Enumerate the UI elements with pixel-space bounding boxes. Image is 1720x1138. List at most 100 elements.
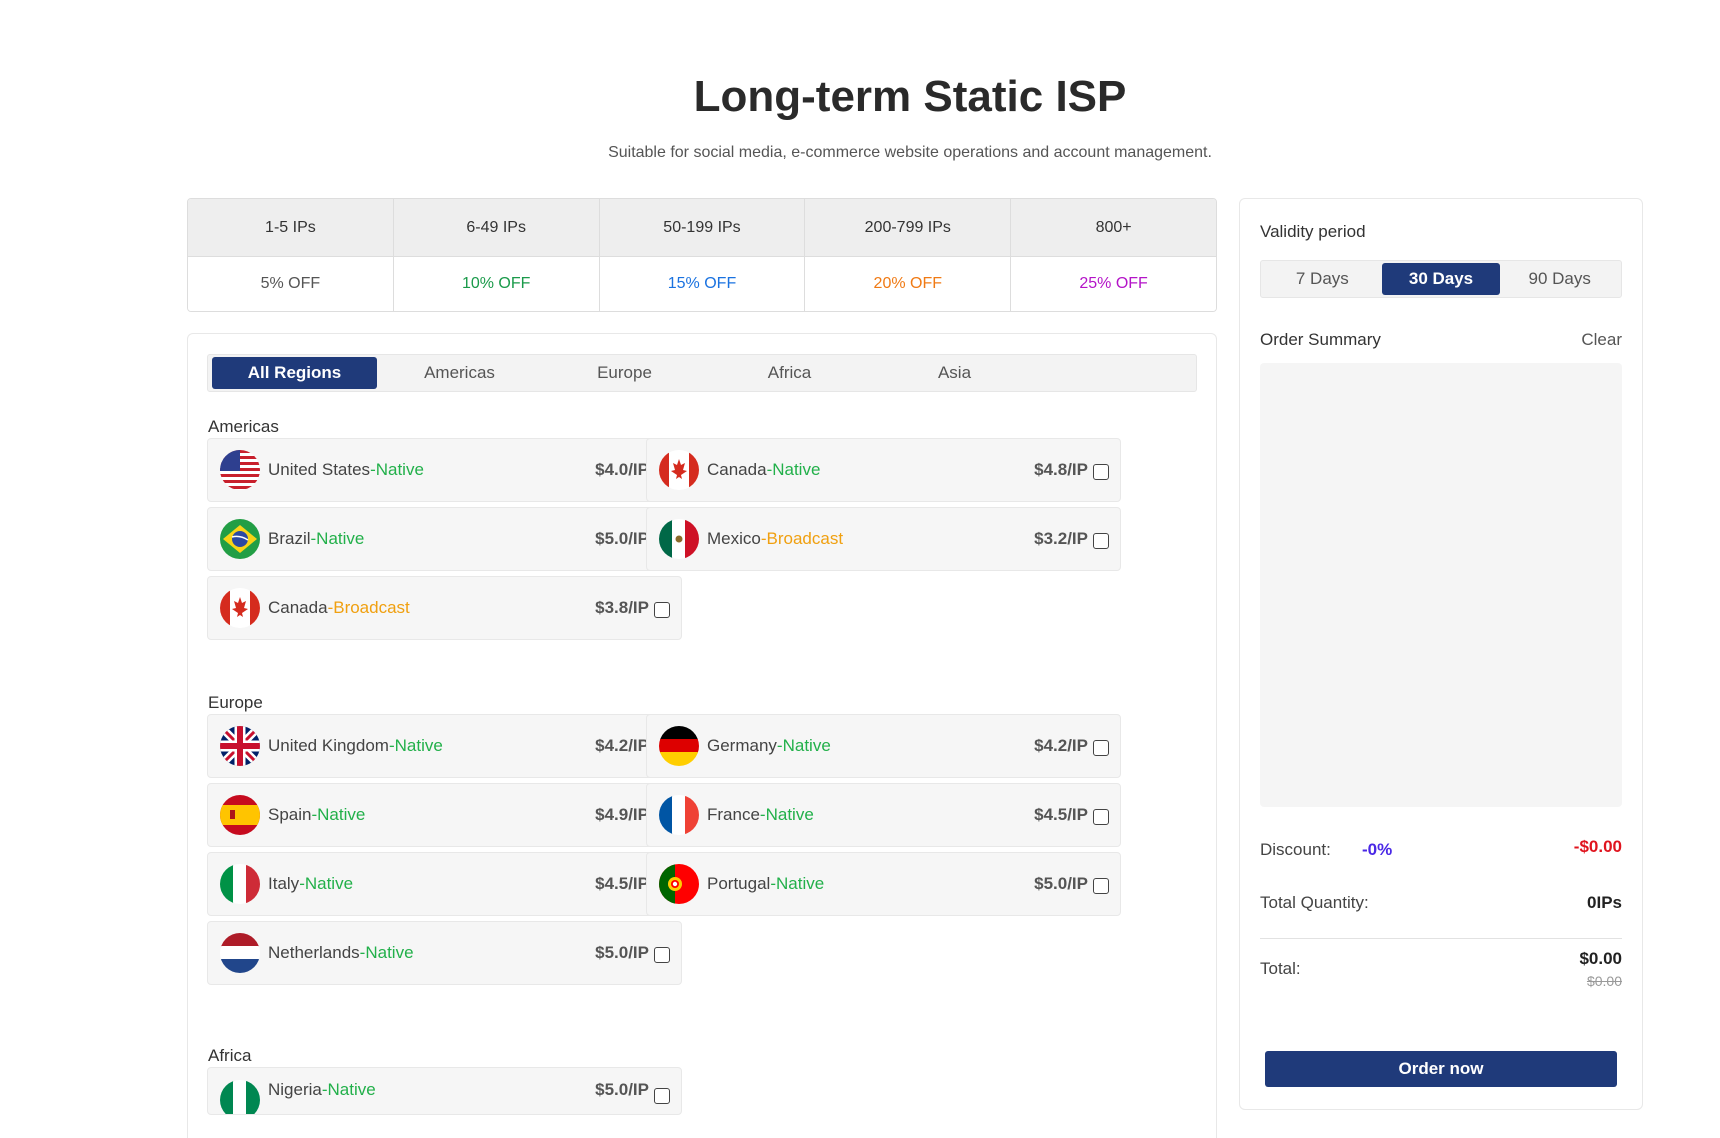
nigeria-flag-icon bbox=[220, 1080, 260, 1114]
order-summary-box bbox=[1260, 363, 1622, 807]
price-per-ip: $3.8/IP bbox=[595, 598, 649, 617]
proxy-type: -Native bbox=[310, 529, 365, 548]
tier-range: 200-799 IPs bbox=[805, 199, 1011, 257]
price-per-ip: $5.0/IP bbox=[595, 1080, 649, 1099]
spain-flag-icon bbox=[220, 795, 260, 835]
price-per-ip: $4.8/IP bbox=[1034, 460, 1088, 479]
proxy-type: -Native bbox=[770, 874, 825, 893]
region-card[interactable]: Brazil -Native $5.0/IP bbox=[207, 507, 682, 571]
section-label-africa: Africa bbox=[208, 1046, 252, 1065]
region-card[interactable]: Italy -Native $4.5/IP bbox=[207, 852, 682, 916]
validity-90-days[interactable]: 90 Days bbox=[1528, 269, 1591, 288]
page-title: Long-term Static ISP bbox=[693, 72, 1127, 121]
proxy-type: -Native bbox=[299, 874, 354, 893]
quantity-label: Total Quantity: bbox=[1260, 893, 1369, 912]
price-per-ip: $4.5/IP bbox=[1034, 805, 1088, 824]
clear-button[interactable]: Clear bbox=[1581, 330, 1622, 349]
tab-all-regions[interactable]: All Regions bbox=[212, 357, 377, 389]
section-label-americas: Americas bbox=[208, 417, 279, 436]
country-name: Mexico bbox=[707, 529, 761, 548]
quantity-value: 0IPs bbox=[1587, 893, 1622, 912]
canada-flag-icon bbox=[220, 588, 260, 628]
tier-range: 800+ bbox=[1011, 199, 1216, 257]
proxy-type: -Native bbox=[359, 943, 414, 962]
price-per-ip: $4.5/IP bbox=[595, 874, 649, 893]
uk-flag-icon bbox=[220, 726, 260, 766]
country-name: Canada bbox=[707, 460, 767, 479]
validity-period-label: Validity period bbox=[1260, 222, 1366, 241]
region-card[interactable]: Canada -Native $4.8/IP bbox=[646, 438, 1121, 502]
select-checkbox[interactable] bbox=[654, 1088, 670, 1104]
country-name: United States bbox=[268, 460, 371, 479]
country-name: Portugal bbox=[707, 874, 771, 893]
region-card[interactable]: France -Native $4.5/IP bbox=[646, 783, 1121, 847]
validity-tabs: 7 Days 30 Days 90 Days bbox=[1260, 260, 1622, 298]
mexico-flag-icon bbox=[659, 519, 699, 559]
tab-asia[interactable]: Asia bbox=[937, 363, 972, 382]
price-per-ip: $4.9/IP bbox=[595, 805, 649, 824]
tier-6-49: 6-49 IPs 10% OFF bbox=[393, 199, 600, 311]
select-checkbox[interactable] bbox=[1093, 533, 1109, 549]
select-checkbox[interactable] bbox=[1093, 878, 1109, 894]
proxy-type: -Native bbox=[311, 805, 366, 824]
brazil-flag-icon bbox=[220, 519, 260, 559]
proxy-type: -Native bbox=[776, 736, 831, 755]
region-card[interactable]: Germany -Native $4.2/IP bbox=[646, 714, 1121, 778]
region-card[interactable]: Netherlands -Native $5.0/IP bbox=[207, 921, 682, 985]
discount-percent: -0% bbox=[1362, 840, 1393, 859]
region-list-panel: All Regions Americas Europe Africa Asia … bbox=[187, 333, 1217, 1138]
divider bbox=[1260, 938, 1622, 939]
tier-1-5: 1-5 IPs 5% OFF bbox=[188, 199, 394, 311]
tab-europe[interactable]: Europe bbox=[597, 363, 652, 382]
region-card[interactable]: United Kingdom -Native $4.2/IP bbox=[207, 714, 682, 778]
proxy-type: -Broadcast bbox=[327, 598, 410, 617]
order-panel: Validity period 7 Days 30 Days 90 Days O… bbox=[1239, 198, 1643, 1110]
tab-africa[interactable]: Africa bbox=[767, 363, 812, 382]
price-per-ip: $3.2/IP bbox=[1034, 529, 1088, 548]
price-per-ip: $5.0/IP bbox=[1034, 874, 1088, 893]
validity-30-days[interactable]: 30 Days bbox=[1381, 263, 1501, 295]
country-name: Nigeria bbox=[268, 1080, 322, 1099]
proxy-type: -Native bbox=[388, 736, 443, 755]
netherlands-flag-icon bbox=[220, 933, 260, 973]
region-card[interactable]: Canada -Broadcast $3.8/IP bbox=[207, 576, 682, 640]
country-name: Germany bbox=[707, 736, 777, 755]
page-subtitle: Suitable for social media, e-commerce we… bbox=[608, 144, 1212, 161]
total-label: Total: bbox=[1260, 959, 1301, 978]
select-checkbox[interactable] bbox=[654, 602, 670, 618]
price-per-ip: $5.0/IP bbox=[595, 529, 649, 548]
price-per-ip: $4.2/IP bbox=[1034, 736, 1088, 755]
tier-discount: 15% OFF bbox=[599, 257, 805, 311]
select-checkbox[interactable] bbox=[1093, 740, 1109, 756]
order-now-button[interactable]: Order now bbox=[1265, 1051, 1617, 1087]
proxy-type: -Native bbox=[759, 805, 814, 824]
region-card[interactable]: Mexico -Broadcast $3.2/IP bbox=[646, 507, 1121, 571]
country-name: Spain bbox=[268, 805, 312, 824]
select-checkbox[interactable] bbox=[1093, 464, 1109, 480]
select-checkbox[interactable] bbox=[1093, 809, 1109, 825]
region-card[interactable]: United States -Native $4.0/IP bbox=[207, 438, 682, 502]
tier-discount: 20% OFF bbox=[805, 257, 1011, 311]
validity-7-days[interactable]: 7 Days bbox=[1295, 269, 1349, 288]
country-name: Italy bbox=[268, 874, 300, 893]
region-card[interactable]: Portugal -Native $5.0/IP bbox=[646, 852, 1121, 916]
tab-americas[interactable]: Americas bbox=[424, 363, 495, 382]
tier-discount: 5% OFF bbox=[188, 257, 393, 311]
discount-amount: -$0.00 bbox=[1573, 837, 1622, 856]
tier-range: 50-199 IPs bbox=[599, 199, 805, 257]
portugal-flag-icon bbox=[659, 864, 699, 904]
proxy-type: -Broadcast bbox=[760, 529, 844, 548]
region-card[interactable]: Nigeria -Native $5.0/IP bbox=[207, 1067, 682, 1115]
select-checkbox[interactable] bbox=[654, 947, 670, 963]
region-tabs: All Regions Americas Europe Africa Asia bbox=[207, 354, 1197, 392]
total-value: $0.00 bbox=[1579, 949, 1622, 968]
price-per-ip: $4.0/IP bbox=[595, 460, 649, 479]
canada-flag-icon bbox=[659, 450, 699, 490]
country-name: Netherlands bbox=[268, 943, 360, 962]
us-flag-icon bbox=[220, 450, 260, 490]
region-card[interactable]: Spain -Native $4.9/IP bbox=[207, 783, 682, 847]
price-per-ip: $5.0/IP bbox=[595, 943, 649, 962]
country-name: Canada bbox=[268, 598, 328, 617]
country-name: Brazil bbox=[268, 529, 311, 548]
tier-range: 1-5 IPs bbox=[188, 199, 393, 257]
